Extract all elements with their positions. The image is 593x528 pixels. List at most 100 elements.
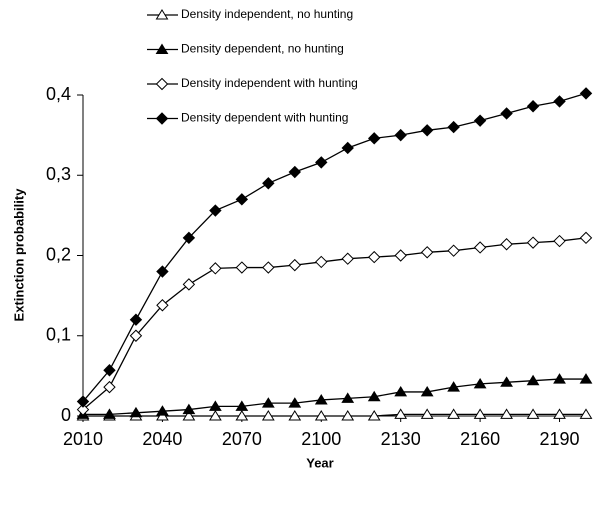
data-point xyxy=(315,156,328,169)
data-point xyxy=(182,278,196,291)
data-point xyxy=(314,410,328,421)
x-tick-label: 2040 xyxy=(142,429,182,449)
data-point xyxy=(262,177,275,190)
data-point xyxy=(420,124,434,137)
data-point xyxy=(473,377,487,389)
data-point xyxy=(235,400,249,411)
data-point xyxy=(579,373,593,384)
legend-marker xyxy=(155,43,169,54)
y-axis-title: Extinction probability xyxy=(11,188,26,322)
data-point xyxy=(367,410,381,421)
series-line xyxy=(82,92,587,402)
data-point xyxy=(76,395,90,408)
data-point xyxy=(209,204,222,217)
data-point xyxy=(420,385,434,397)
data-point xyxy=(208,410,222,421)
data-point xyxy=(526,408,540,419)
data-point xyxy=(129,329,143,342)
data-point xyxy=(261,397,275,408)
data-point xyxy=(341,410,355,421)
data-point xyxy=(235,261,249,274)
data-point xyxy=(394,385,408,397)
data-point xyxy=(341,392,355,403)
data-point xyxy=(579,408,593,419)
data-point xyxy=(394,128,407,142)
data-point xyxy=(288,165,301,179)
data-point xyxy=(235,410,249,421)
legend-marker xyxy=(155,9,169,20)
data-point xyxy=(368,132,381,145)
data-point xyxy=(473,408,487,419)
data-point xyxy=(553,373,566,384)
data-point xyxy=(288,258,301,272)
data-point xyxy=(447,244,460,257)
data-point xyxy=(129,406,143,418)
data-point xyxy=(314,393,328,405)
legend-marker xyxy=(155,77,169,91)
data-point xyxy=(156,265,169,278)
data-point xyxy=(394,249,407,262)
data-point xyxy=(526,236,540,249)
legend-label: Density independent with hunting xyxy=(181,76,358,90)
y-tick-label: 0,3 xyxy=(46,164,71,184)
data-point xyxy=(103,364,116,377)
data-point xyxy=(129,313,143,326)
data-point xyxy=(500,376,513,387)
data-point xyxy=(579,87,593,100)
data-point xyxy=(182,410,196,421)
data-point xyxy=(473,114,487,127)
data-point xyxy=(553,234,566,248)
data-point xyxy=(553,408,566,419)
data-point xyxy=(156,299,169,312)
data-point xyxy=(76,403,90,416)
data-point xyxy=(235,193,249,206)
x-axis-title: Year xyxy=(306,455,333,470)
legend-marker xyxy=(155,112,169,125)
data-point xyxy=(394,408,408,419)
data-point xyxy=(447,120,460,134)
data-point xyxy=(262,261,275,274)
y-tick-label: 0,1 xyxy=(46,325,71,345)
x-tick-label: 2070 xyxy=(222,429,262,449)
series-line xyxy=(83,413,586,417)
data-point xyxy=(368,250,381,264)
data-point xyxy=(288,397,302,408)
x-tick-label: 2190 xyxy=(540,429,580,449)
data-point xyxy=(553,95,566,108)
data-point xyxy=(420,246,434,259)
series-line xyxy=(83,378,586,416)
data-point xyxy=(500,408,513,419)
y-tick-label: 0,2 xyxy=(46,244,71,264)
data-point xyxy=(341,141,354,155)
x-tick-label: 2130 xyxy=(381,429,421,449)
x-tick-label: 2160 xyxy=(460,429,500,449)
data-point xyxy=(447,381,461,392)
data-point xyxy=(209,262,222,275)
data-point xyxy=(420,408,434,419)
data-point xyxy=(103,380,116,394)
data-point xyxy=(500,107,513,120)
data-point xyxy=(315,255,328,269)
data-point xyxy=(208,400,222,411)
data-point xyxy=(341,252,354,265)
data-point xyxy=(579,231,593,245)
data-point xyxy=(526,100,540,113)
legend-label: Density independent, no hunting xyxy=(181,7,353,21)
y-tick-label: 0,4 xyxy=(46,84,71,104)
data-point xyxy=(473,241,487,254)
x-tick-label: 2100 xyxy=(301,429,341,449)
data-point xyxy=(447,408,461,419)
legend-label: Density dependent with hunting xyxy=(181,111,348,125)
data-point xyxy=(367,390,381,402)
data-point xyxy=(182,403,196,415)
data-point xyxy=(526,374,540,386)
data-point xyxy=(500,238,513,251)
data-point xyxy=(182,231,196,245)
x-tick-label: 2010 xyxy=(63,429,103,449)
data-point xyxy=(288,410,302,421)
data-point xyxy=(103,408,116,419)
legend-label: Density dependent, no hunting xyxy=(181,42,344,56)
y-tick-label: 0 xyxy=(61,405,71,425)
data-point xyxy=(261,410,275,421)
